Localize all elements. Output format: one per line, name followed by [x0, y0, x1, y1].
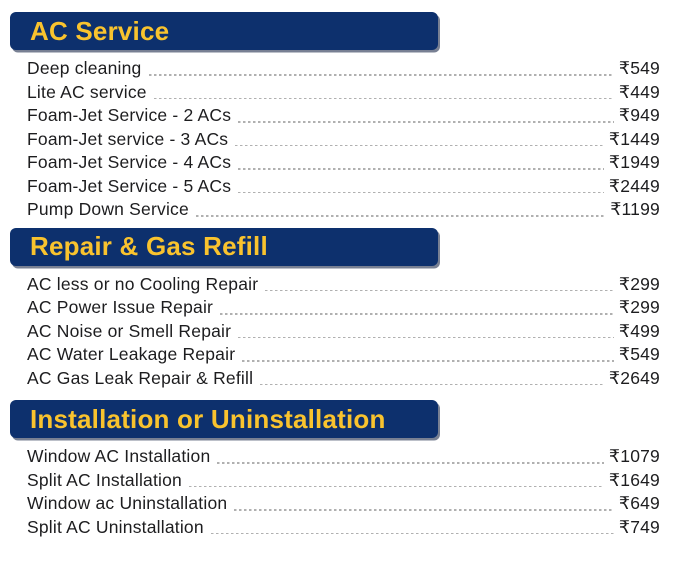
dotted-leader [238, 121, 614, 123]
service-price: ₹1449 [608, 128, 660, 149]
dotted-leader [234, 509, 614, 511]
dotted-leader [220, 313, 614, 315]
dotted-leader [260, 383, 604, 385]
dotted-leader [238, 336, 614, 338]
price-list-row: Window ac Uninstallation ₹649 [27, 492, 660, 516]
price-list-row: Lite AC service ₹449 [27, 81, 660, 105]
section-header-repair-gas-refill: Repair & Gas Refill [10, 227, 438, 266]
price-list-row: Window AC Installation ₹1079 [27, 445, 660, 469]
price-list-row: AC Gas Leak Repair & Refill ₹2649 [27, 367, 660, 391]
service-name: AC Water Leakage Repair [27, 344, 236, 365]
service-name: Pump Down Service [27, 199, 189, 220]
service-name: Foam-Jet Service - 2 ACs [27, 105, 232, 126]
section-title: Repair & Gas Refill [30, 231, 268, 261]
price-list-row: Foam-Jet Service - 5 ACs ₹2449 [27, 175, 660, 199]
service-name: Split AC Uninstallation [27, 516, 204, 537]
service-price: ₹1199 [610, 199, 660, 220]
section-repair-gas-refill: Repair & Gas Refill AC less or no Coolin… [10, 227, 660, 396]
service-price: ₹2449 [608, 175, 660, 196]
section-title: AC Service [30, 15, 170, 46]
dotted-leader [153, 97, 614, 99]
dotted-leader [195, 215, 606, 217]
price-list-row: Foam-Jet Service - 2 ACs ₹949 [27, 104, 660, 128]
service-name: Foam-Jet service - 3 ACs [27, 128, 229, 149]
price-list-row: Split AC Uninstallation ₹749 [27, 516, 660, 540]
service-name: AC Noise or Smell Repair [27, 320, 232, 341]
dotted-leader [235, 144, 604, 146]
service-price: ₹549 [618, 58, 660, 79]
dotted-leader [148, 74, 614, 76]
service-name: Split AC Installation [27, 469, 182, 490]
price-list-row: AC Noise or Smell Repair ₹499 [27, 320, 660, 344]
service-price: ₹649 [618, 493, 660, 514]
service-price: ₹1949 [608, 152, 660, 173]
service-price: ₹749 [618, 516, 660, 537]
price-list-row: AC less or no Cooling Repair ₹299 [27, 273, 660, 297]
service-price: ₹499 [618, 320, 660, 341]
service-price: ₹1079 [608, 446, 660, 467]
price-list-ac-service: Deep cleaning ₹549 Lite AC service ₹449 … [10, 50, 660, 227]
dotted-leader [238, 168, 604, 170]
service-name: Deep cleaning [27, 58, 142, 79]
service-name: AC less or no Cooling Repair [27, 273, 259, 294]
dotted-leader [265, 289, 614, 291]
price-list-row: Split AC Installation ₹1649 [27, 469, 660, 493]
service-price: ₹949 [618, 105, 660, 126]
price-list-installation: Window AC Installation ₹1079 Split AC In… [10, 438, 660, 544]
service-price: ₹2649 [608, 367, 660, 388]
section-header-installation: Installation or Uninstallation [10, 400, 438, 438]
section-ac-service: AC Service Deep cleaning ₹549 Lite AC se… [10, 12, 660, 227]
dotted-leader [238, 191, 604, 193]
service-name: Lite AC service [27, 81, 147, 102]
service-price: ₹299 [618, 297, 660, 318]
price-list-row: AC Water Leakage Repair ₹549 [27, 343, 660, 367]
service-name: Window AC Installation [27, 446, 211, 467]
section-installation: Installation or Uninstallation Window AC… [10, 400, 660, 544]
service-name: AC Gas Leak Repair & Refill [27, 367, 254, 388]
section-title: Installation or Uninstallation [30, 403, 386, 434]
price-list-row: Foam-Jet Service - 4 ACs ₹1949 [27, 151, 660, 175]
dotted-leader [210, 532, 614, 534]
dotted-leader [242, 360, 614, 362]
dotted-leader [217, 462, 604, 464]
price-list-repair: AC less or no Cooling Repair ₹299 AC Pow… [10, 266, 660, 396]
dotted-leader [188, 485, 604, 487]
price-list-row: AC Power Issue Repair ₹299 [27, 296, 660, 320]
service-price: ₹299 [618, 273, 660, 294]
service-price: ₹1649 [608, 469, 660, 490]
section-header-ac-service: AC Service [10, 12, 438, 50]
service-name: AC Power Issue Repair [27, 297, 214, 318]
price-list-row: Pump Down Service ₹1199 [27, 198, 660, 222]
price-list-row: Foam-Jet service - 3 ACs ₹1449 [27, 128, 660, 152]
service-name: Foam-Jet Service - 5 ACs [27, 175, 232, 196]
service-name: Foam-Jet Service - 4 ACs [27, 152, 232, 173]
price-list-row: Deep cleaning ₹549 [27, 57, 660, 81]
service-price: ₹449 [618, 81, 660, 102]
service-name: Window ac Uninstallation [27, 493, 228, 514]
service-price: ₹549 [618, 344, 660, 365]
